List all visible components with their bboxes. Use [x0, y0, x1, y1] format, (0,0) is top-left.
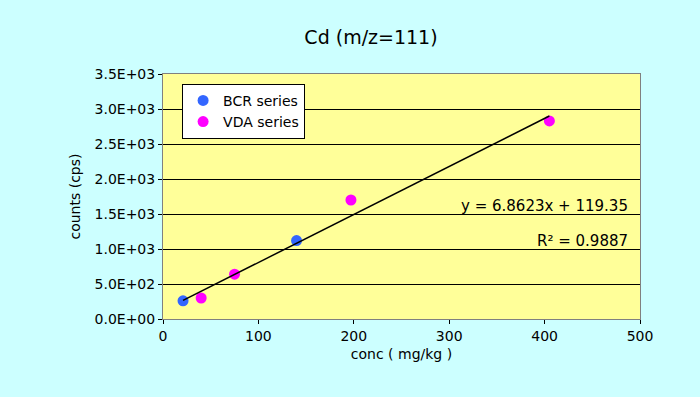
svg-text:R² = 0.9887: R² = 0.9887 [537, 232, 628, 250]
svg-text:500: 500 [627, 328, 654, 344]
svg-text:3.0E+03: 3.0E+03 [95, 101, 156, 117]
svg-text:y = 6.8623x + 119.35: y = 6.8623x + 119.35 [461, 197, 628, 215]
svg-text:1.0E+03: 1.0E+03 [95, 241, 156, 257]
svg-text:2.0E+03: 2.0E+03 [95, 171, 156, 187]
svg-text:0: 0 [159, 328, 168, 344]
svg-text:2.5E+03: 2.5E+03 [95, 136, 156, 152]
svg-text:400: 400 [531, 328, 558, 344]
svg-text:counts (cps): counts (cps) [67, 153, 83, 239]
svg-text:Cd (m/z=111): Cd (m/z=111) [304, 26, 437, 48]
svg-text:200: 200 [340, 328, 367, 344]
svg-text:300: 300 [436, 328, 463, 344]
svg-text:BCR series: BCR series [223, 93, 298, 109]
svg-text:conc ( mg/kg ): conc ( mg/kg ) [351, 346, 452, 362]
svg-text:VDA series: VDA series [223, 114, 299, 130]
svg-text:5.0E+02: 5.0E+02 [95, 276, 156, 292]
svg-text:3.5E+03: 3.5E+03 [95, 66, 156, 82]
svg-text:0.0E+00: 0.0E+00 [95, 311, 156, 327]
svg-text:100: 100 [245, 328, 272, 344]
svg-text:1.5E+03: 1.5E+03 [95, 206, 156, 222]
